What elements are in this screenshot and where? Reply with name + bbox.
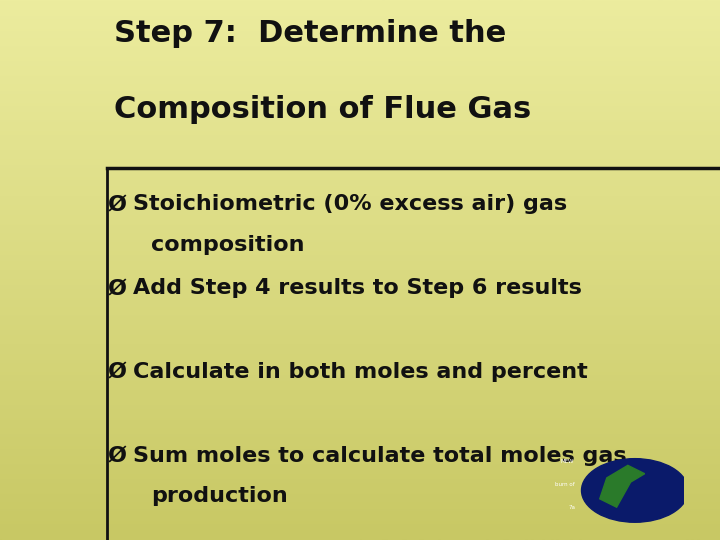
Text: Ø: Ø — [108, 278, 127, 298]
Text: MEW: MEW — [560, 460, 574, 464]
Text: 7a: 7a — [569, 505, 576, 510]
Text: Add Step 4 results to Step 6 results: Add Step 4 results to Step 6 results — [133, 278, 582, 298]
Text: production: production — [151, 486, 288, 506]
Text: Step 7:  Determine the: Step 7: Determine the — [114, 19, 506, 48]
Text: Stoichiometric (0% excess air) gas: Stoichiometric (0% excess air) gas — [133, 194, 567, 214]
Polygon shape — [600, 465, 644, 507]
Text: Ø: Ø — [108, 446, 127, 465]
Text: burn of: burn of — [555, 482, 575, 487]
Text: Composition of Flue Gas: Composition of Flue Gas — [114, 94, 531, 124]
Text: Calculate in both moles and percent: Calculate in both moles and percent — [133, 362, 588, 382]
Text: Sum moles to calculate total moles gas: Sum moles to calculate total moles gas — [133, 446, 627, 465]
Text: Ø: Ø — [108, 362, 127, 382]
Circle shape — [582, 458, 688, 522]
Text: composition: composition — [151, 235, 305, 255]
Text: Ø: Ø — [108, 194, 127, 214]
